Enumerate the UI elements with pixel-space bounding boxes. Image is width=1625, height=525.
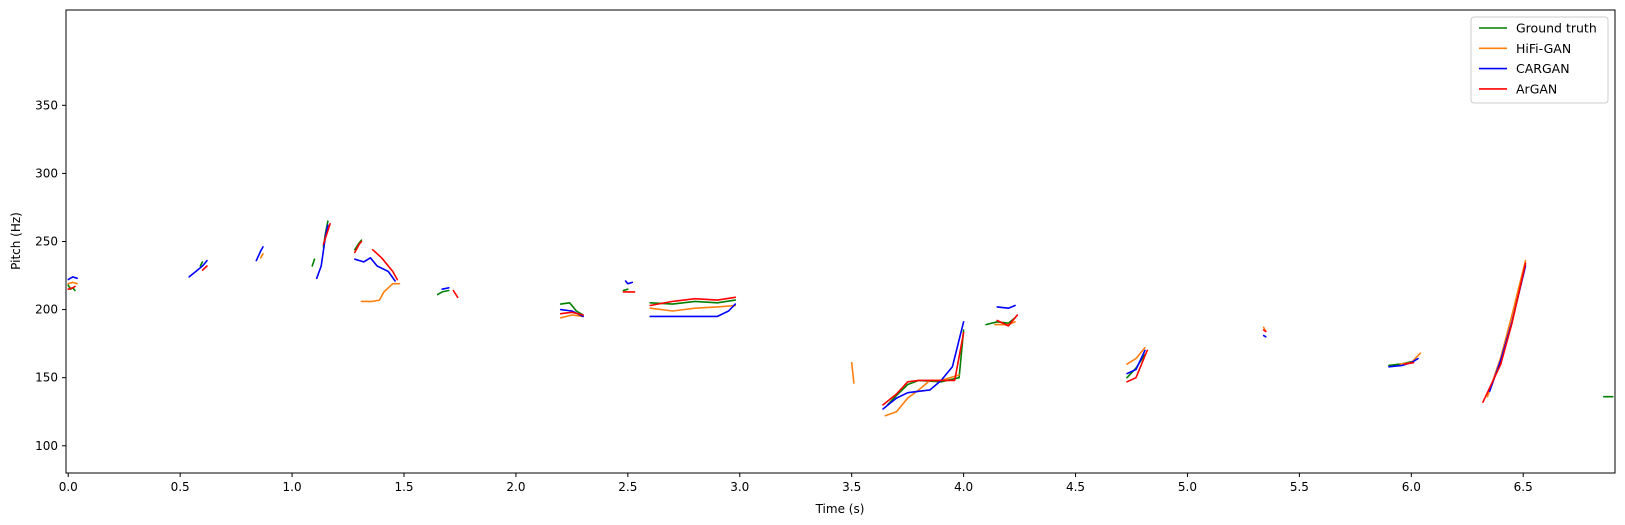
series-line-segment <box>259 253 264 259</box>
series-line-segment <box>559 301 584 316</box>
series-line-segment <box>311 258 316 267</box>
x-tick-label: 6.5 <box>1514 480 1533 494</box>
x-tick-label: 1.0 <box>283 480 302 494</box>
series-line-segment <box>1403 361 1415 365</box>
series-line-segment <box>353 239 363 251</box>
y-axis-label: Pitch (Hz) <box>9 212 23 270</box>
series-line-segment <box>1262 329 1267 333</box>
x-tick-label: 2.0 <box>506 480 525 494</box>
x-tick-label: 1.5 <box>394 480 413 494</box>
x-tick-label: 3.0 <box>730 480 749 494</box>
x-tick-label: 4.0 <box>954 480 973 494</box>
x-tick-label: 2.5 <box>618 480 637 494</box>
series-line-segment <box>649 296 737 307</box>
series-line-segment <box>322 223 331 245</box>
x-tick-label: 5.0 <box>1178 480 1197 494</box>
plot-lines <box>67 220 1614 417</box>
series-ground-truth <box>67 220 1614 406</box>
series-line-segment <box>994 320 1016 326</box>
series-line-segment <box>1126 346 1146 365</box>
series-line-segment <box>436 289 450 296</box>
series-hifi-gan <box>67 253 1527 417</box>
series-line-segment <box>201 265 208 271</box>
series-line-segment <box>315 224 329 280</box>
x-tick-label: 0.0 <box>59 480 78 494</box>
series-line-segment <box>1126 349 1148 383</box>
y-tick-label: 300 <box>35 166 58 180</box>
series-line-segment <box>199 261 204 267</box>
x-axis: 0.0 0.5 1.0 1.5 2.0 2.5 3.0 3.5 4.0 4.5 5.0 5.5 6.0 6… <box>59 473 1533 494</box>
series-line-segment <box>1126 349 1146 375</box>
y-tick-label: 200 <box>35 303 58 317</box>
series-line-segment <box>649 299 737 305</box>
y-tick-label: 100 <box>35 439 58 453</box>
series-line-segment <box>1482 262 1527 404</box>
y-axis: 100 150 200 250 300 350 <box>35 98 66 453</box>
x-tick-label: 6.0 <box>1402 480 1421 494</box>
x-tick-label: 4.5 <box>1066 480 1085 494</box>
series-line-segment <box>624 280 634 285</box>
legend-label: CARGAN <box>1516 61 1570 76</box>
x-tick-label: 3.5 <box>842 480 861 494</box>
series-line-segment <box>649 304 737 312</box>
series-line-segment <box>882 320 965 410</box>
y-tick-label: 350 <box>35 98 58 112</box>
series-line-segment <box>188 259 208 278</box>
series-line-segment <box>353 256 396 282</box>
legend-label: ArGAN <box>1516 81 1557 96</box>
series-line-segment <box>255 246 264 262</box>
series-line-segment <box>67 276 78 281</box>
series-line-segment <box>371 248 399 281</box>
x-tick-label: 0.5 <box>171 480 190 494</box>
legend-box <box>1470 16 1609 104</box>
series-line-segment <box>622 288 629 292</box>
series-line-segment <box>1262 334 1267 338</box>
series-line-segment <box>353 240 363 254</box>
series-line-segment <box>1486 259 1527 398</box>
plot-frame <box>65 9 1616 474</box>
series-line-segment <box>67 281 78 285</box>
series-line-segment <box>996 304 1016 310</box>
x-tick-label: 5.5 <box>1290 480 1309 494</box>
series-line-segment <box>452 289 459 299</box>
series-argan <box>67 223 1527 406</box>
series-line-segment <box>441 286 450 291</box>
series-line-segment <box>996 314 1019 327</box>
series-line-segment <box>649 303 737 318</box>
series-line-segment <box>559 311 584 316</box>
legend-label: Ground truth <box>1516 21 1597 36</box>
legend-label: HiFi-GAN <box>1516 41 1571 56</box>
y-tick-label: 150 <box>35 371 58 385</box>
series-line-segment <box>882 331 965 406</box>
series-line-segment <box>559 314 584 319</box>
series-line-segment <box>850 361 855 384</box>
legend: Ground truth HiFi-GAN CARGAN ArGAN <box>1470 16 1609 104</box>
series-line-segment <box>67 285 76 291</box>
series-cargan <box>67 224 1527 410</box>
x-axis-label: Time (s) <box>815 502 865 516</box>
series-line-segment <box>360 282 401 303</box>
y-tick-label: 250 <box>35 235 58 249</box>
